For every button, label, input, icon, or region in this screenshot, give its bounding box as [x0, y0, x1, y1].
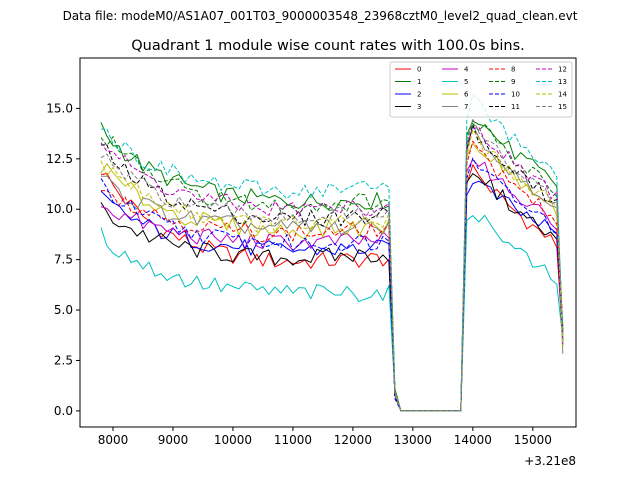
y-tick-label: 10.0	[46, 202, 73, 216]
series-line-1	[100, 120, 564, 412]
series-line-3	[100, 173, 564, 412]
x-tick-label: 15000	[514, 433, 552, 447]
y-tick-label: 0.0	[54, 404, 73, 418]
legend-label-7: 7	[464, 103, 468, 111]
legend-label-4: 4	[464, 66, 469, 74]
legend-label-15: 15	[558, 103, 567, 111]
series-line-8	[100, 140, 564, 412]
legend-label-14: 14	[558, 91, 567, 99]
x-tick-label: 13000	[394, 433, 432, 447]
legend-label-8: 8	[511, 66, 515, 74]
x-tick-label: 10000	[214, 433, 252, 447]
legend-label-10: 10	[511, 91, 520, 99]
series-group	[100, 94, 564, 412]
y-tick-label: 15.0	[46, 101, 73, 115]
series-line-12	[100, 126, 564, 412]
plot-area: 8000 9000 10000 11000 12000 13000 14000 15000 0.…	[46, 61, 573, 447]
chart-title: Quadrant 1 module wise count rates with …	[131, 38, 525, 54]
series-line-11	[101, 124, 564, 412]
x-tick-label: 9000	[158, 433, 189, 447]
axes-frame	[79, 57, 577, 428]
y-tick-label: 7.5	[54, 253, 73, 267]
series-line-6	[100, 143, 564, 412]
legend-label-0: 0	[417, 66, 421, 74]
x-tick-label: 14000	[454, 433, 492, 447]
legend-label-6: 6	[464, 91, 469, 99]
legend-label-5: 5	[464, 78, 468, 86]
x-tick-label: 12000	[334, 433, 372, 447]
legend-label-1: 1	[417, 78, 421, 86]
legend-label-2: 2	[417, 91, 421, 99]
figure-suptitle: Data file: modeM0/AS1A07_001T03_90000035…	[63, 9, 578, 23]
legend-label-12: 12	[558, 66, 567, 74]
legend-label-3: 3	[417, 103, 421, 111]
series-line-15	[100, 118, 564, 412]
y-tick-label: 12.5	[46, 152, 73, 166]
series-line-4	[100, 158, 564, 412]
series-line-10	[100, 157, 564, 412]
x-tick-label: 8000	[98, 433, 129, 447]
legend-label-9: 9	[511, 78, 515, 86]
y-tick-label: 2.5	[54, 353, 73, 367]
x-offset-label: +3.21e8	[524, 454, 576, 468]
series-line-5	[100, 214, 564, 412]
legend-label-11: 11	[511, 103, 520, 111]
series-line-7	[101, 124, 564, 412]
legend-label-13: 13	[558, 78, 567, 86]
series-line-9	[100, 123, 564, 412]
legend-box	[389, 61, 573, 118]
x-tick-label: 11000	[274, 433, 312, 447]
y-tick-label: 5.0	[54, 303, 73, 317]
series-line-14	[100, 129, 564, 412]
